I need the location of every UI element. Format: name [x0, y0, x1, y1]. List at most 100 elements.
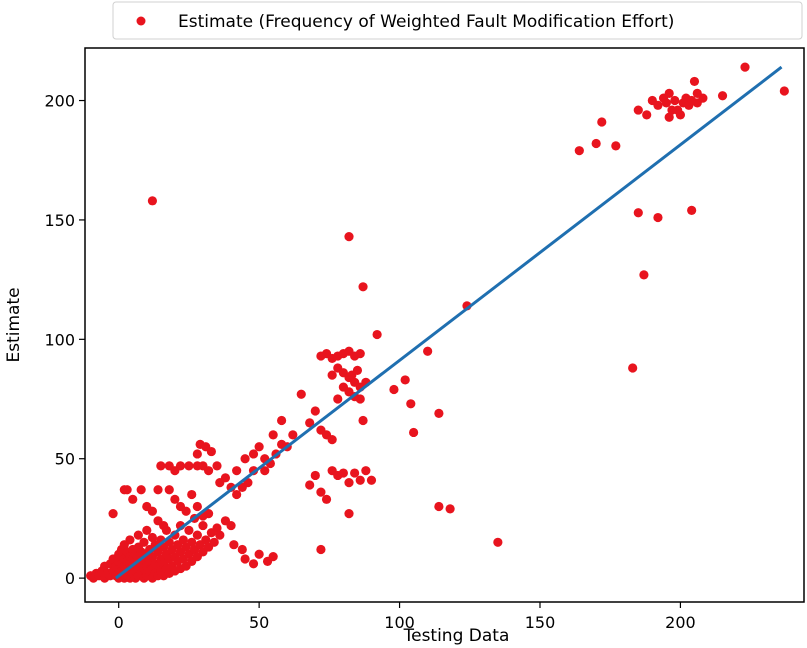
data-point: [675, 110, 686, 120]
legend: Estimate (Frequency of Weighted Fault Mo…: [112, 1, 803, 40]
data-point: [178, 535, 188, 545]
data-point: [639, 270, 649, 280]
data-point: [352, 365, 363, 375]
data-point: [254, 442, 264, 452]
data-point: [628, 363, 638, 373]
data-point: [232, 489, 242, 500]
data-point: [445, 504, 455, 514]
data-point: [316, 487, 326, 497]
data-point: [147, 506, 158, 516]
x-axis: 0 50 100 150 200: [114, 602, 696, 632]
data-point: [139, 537, 149, 547]
data-point: [434, 408, 444, 418]
data-point: [493, 537, 503, 547]
data-point: [277, 415, 287, 426]
data-point: [689, 76, 700, 87]
data-point: [310, 470, 320, 481]
x-tick-label: 50: [249, 613, 269, 632]
data-point: [125, 535, 135, 545]
data-point: [192, 449, 202, 459]
data-point: [209, 537, 219, 547]
data-point: [316, 544, 326, 555]
legend-marker-icon: [136, 16, 146, 26]
data-point: [692, 88, 702, 98]
y-axis: 0 50 100 150 200: [44, 92, 85, 588]
data-point: [184, 525, 194, 535]
data-point: [147, 532, 158, 543]
data-point: [355, 394, 365, 404]
y-tick-label: 200: [44, 92, 75, 111]
data-point: [740, 62, 750, 72]
data-point: [361, 466, 371, 476]
data-point: [268, 552, 278, 562]
data-point: [122, 485, 132, 495]
data-point: [597, 117, 607, 127]
plot-frame: [84, 47, 805, 603]
data-point: [215, 530, 225, 540]
data-point: [344, 232, 354, 242]
y-tick-label: 50: [55, 450, 75, 469]
data-point: [181, 506, 191, 516]
data-point: [321, 494, 332, 504]
data-point: [372, 329, 382, 340]
data-point: [305, 418, 315, 428]
data-point: [434, 501, 444, 512]
data-point: [611, 141, 621, 151]
data-point: [296, 389, 306, 399]
data-point: [653, 212, 663, 223]
data-point: [305, 480, 315, 490]
data-point: [226, 520, 236, 531]
data-point: [156, 461, 166, 471]
data-point: [268, 430, 278, 440]
data-point: [220, 473, 231, 483]
data-point: [108, 509, 118, 519]
data-point: [664, 88, 674, 98]
data-point: [642, 110, 652, 120]
data-point: [633, 105, 643, 115]
y-tick-label: 100: [44, 330, 75, 349]
data-point: [206, 446, 216, 457]
data-point: [664, 112, 674, 122]
data-point: [192, 530, 202, 540]
data-point: [260, 466, 270, 476]
data-point: [175, 461, 186, 471]
data-point: [687, 205, 697, 215]
data-point: [240, 454, 250, 464]
data-point: [136, 485, 146, 495]
data-point: [147, 196, 158, 206]
data-point: [198, 520, 208, 531]
data-point: [344, 478, 354, 488]
y-tick-label: 150: [44, 211, 75, 230]
data-point: [212, 461, 222, 471]
data-point: [142, 525, 152, 535]
data-point: [327, 435, 337, 445]
data-point: [195, 439, 205, 449]
data-point: [358, 415, 368, 426]
data-point: [779, 86, 789, 96]
x-axis-label: Testing Data: [403, 626, 510, 646]
data-point: [184, 461, 194, 471]
data-point: [232, 466, 242, 476]
data-point: [159, 520, 169, 531]
data-point: [327, 370, 337, 380]
data-point: [409, 427, 419, 438]
data-point: [187, 489, 197, 500]
x-tick-label: 0: [114, 613, 124, 632]
x-tick-label: 100: [384, 613, 415, 632]
data-point: [248, 559, 259, 569]
data-point: [288, 430, 298, 440]
data-point: [170, 494, 180, 504]
y-axis-label: Estimate: [4, 287, 24, 362]
data-point: [574, 146, 584, 156]
legend-box: [112, 1, 803, 40]
data-point: [355, 475, 365, 485]
data-point: [212, 523, 222, 533]
data-point: [237, 544, 247, 555]
data-point: [366, 475, 377, 485]
data-point: [406, 399, 416, 409]
data-point: [400, 375, 410, 385]
data-point: [133, 530, 143, 540]
data-point: [389, 384, 399, 395]
legend-entry-label: Estimate (Frequency of Weighted Fault Mo…: [178, 12, 674, 32]
